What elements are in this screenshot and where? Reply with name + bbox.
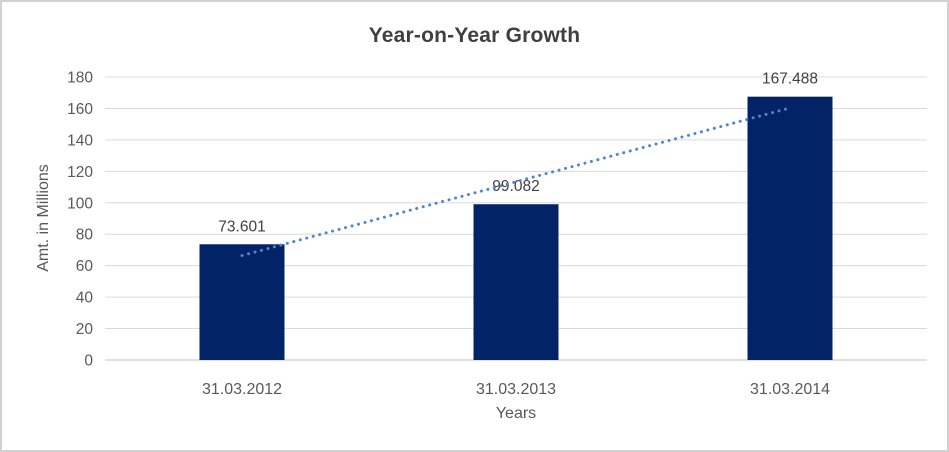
chart-title: Year-on-Year Growth bbox=[368, 24, 581, 47]
x-tick-label: 31.03.2012 bbox=[202, 381, 282, 398]
y-tick-label: 100 bbox=[67, 195, 93, 212]
y-tick-label: 60 bbox=[76, 258, 94, 275]
x-tick-label: 31.03.2014 bbox=[750, 381, 830, 398]
x-axis-title: Years bbox=[495, 405, 537, 422]
y-tick-label: 180 bbox=[67, 70, 93, 87]
bar bbox=[747, 96, 833, 361]
data-label: 73.601 bbox=[218, 218, 265, 235]
y-tick-label: 140 bbox=[67, 132, 93, 149]
y-axis-title: Amt. in Millions bbox=[35, 164, 52, 272]
x-tick-label: 31.03.2013 bbox=[476, 381, 556, 398]
y-tick-label: 0 bbox=[84, 353, 93, 370]
y-tick-label: 80 bbox=[76, 227, 94, 244]
y-tick-label: 120 bbox=[67, 164, 93, 181]
bar bbox=[473, 204, 559, 360]
y-tick-label: 160 bbox=[67, 101, 93, 118]
bar bbox=[199, 244, 285, 360]
data-label: 99.082 bbox=[492, 178, 539, 195]
y-tick-label: 20 bbox=[76, 321, 94, 338]
y-tick-label: 40 bbox=[76, 290, 94, 307]
trendline bbox=[240, 106, 792, 258]
data-label: 167.488 bbox=[762, 71, 818, 88]
